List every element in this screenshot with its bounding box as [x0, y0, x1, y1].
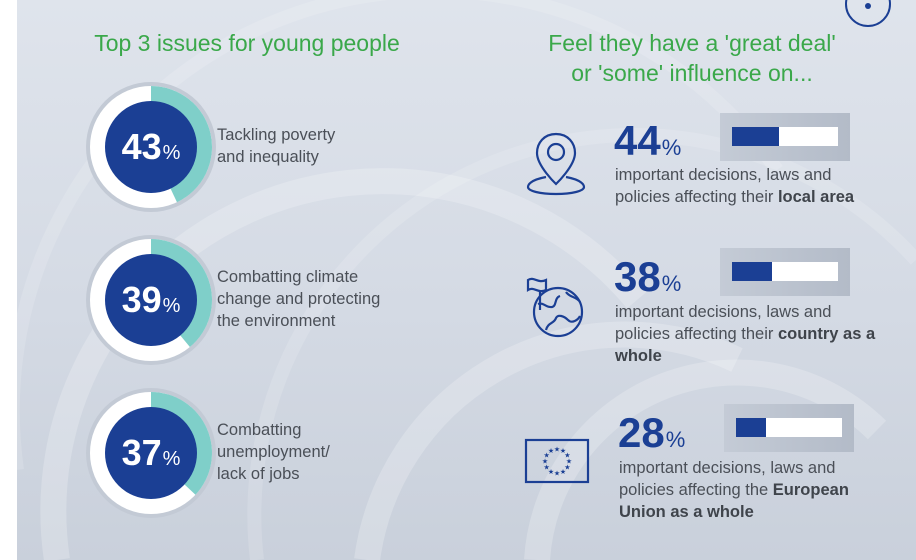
issue-percentage: 37%: [101, 423, 201, 483]
percent-sign: %: [162, 448, 181, 470]
eu-star-icon: ★: [560, 468, 566, 476]
infographic-canvas: Top 3 issues for young people Feel they …: [17, 0, 916, 560]
eu-star-icon: ★: [548, 468, 554, 476]
description-emphasis: country as a whole: [615, 325, 876, 365]
bar-track: [736, 418, 842, 437]
eu-star-icon: ★: [548, 447, 554, 455]
issue-item: 43% Tackling poverty and inequality: [61, 82, 501, 212]
eu-star-icon: ★: [566, 458, 572, 466]
description-text: important decisions, laws and policies a…: [615, 166, 832, 206]
percent-sign: %: [162, 295, 181, 317]
influence-description: important decisions, laws and policies a…: [619, 457, 889, 523]
eu-star-icon: ★: [554, 446, 560, 454]
percent-sign: %: [162, 142, 181, 164]
bar-track: [732, 127, 838, 146]
corner-logo-icon: [845, 0, 891, 27]
bar-panel: [720, 248, 850, 296]
influence-percentage: 28%: [618, 410, 685, 463]
issue-value: 37: [121, 432, 162, 473]
issue-percentage: 43%: [101, 117, 201, 177]
influence-item: 38% important decisions, laws and polici…: [522, 248, 912, 378]
issue-item: 39% Combatting climate change and protec…: [61, 235, 501, 365]
donut-center: [105, 101, 197, 193]
influence-item: ★ ★ ★ ★ ★ ★ ★ ★ ★ ★ ★ ★ 28% important decisions, la…: [522, 402, 912, 532]
issue-item: 37% Combatting unemployment/ lack of job…: [61, 388, 501, 518]
donut-chart: [86, 235, 216, 365]
issue-label: Tackling poverty and inequality: [217, 126, 336, 166]
bar-fill: [732, 262, 773, 281]
eu-star-icon: ★: [564, 452, 570, 460]
percent-sign: %: [661, 135, 682, 160]
influence-description: important decisions, laws and policies a…: [615, 164, 885, 208]
description-emphasis: European Union as a whole: [619, 481, 849, 521]
donut-chart: [86, 82, 216, 212]
percent-sign: %: [665, 427, 686, 452]
bar-fill: [736, 418, 766, 437]
donut-chart: [86, 388, 216, 518]
issues-heading: Top 3 issues for young people: [94, 30, 400, 56]
bar-panel: [724, 404, 854, 452]
eu-star-icon: ★: [554, 470, 560, 478]
issue-value: 43: [121, 126, 162, 167]
influence-percentage: 38%: [614, 254, 681, 307]
influence-value: 44: [614, 117, 661, 164]
eu-flag-icon: ★ ★★★★★★★★★★★: [524, 438, 590, 484]
influence-description: important decisions, laws and policies a…: [615, 301, 885, 367]
eu-star-icon: ★: [542, 458, 548, 466]
bar-panel: [720, 113, 850, 161]
description-text: important decisions, laws and policies a…: [619, 459, 836, 499]
globe-flag-icon: [526, 277, 584, 338]
eu-star-icon: ★: [564, 464, 570, 472]
percent-sign: %: [661, 271, 682, 296]
influence-percentage: 44%: [614, 118, 681, 171]
background-arcs: [17, 0, 916, 560]
description-emphasis: local area: [777, 188, 855, 206]
issue-percentage: 39%: [101, 270, 201, 330]
influence-heading: Feel they have a 'great deal' or 'some' …: [548, 30, 836, 86]
eu-star-icon: ★: [560, 447, 566, 455]
bar-fill: [732, 127, 779, 146]
bar-track: [732, 262, 838, 281]
issue-value: 39: [121, 279, 162, 320]
eu-star-icon: ★: [543, 464, 549, 472]
donut-center: [105, 407, 197, 499]
donut-center: [105, 254, 197, 346]
issue-label: Combatting climate change and protecting…: [217, 268, 381, 330]
influence-value: 38: [614, 253, 661, 300]
issue-label: Combatting unemployment/ lack of jobs: [217, 421, 330, 483]
eu-star-icon: ★: [543, 452, 549, 460]
description-text: important decisions, laws and policies a…: [615, 303, 832, 343]
influence-value: 28: [618, 409, 665, 456]
location-pin-icon: [526, 132, 586, 196]
influence-item: 44% important decisions, laws and polici…: [522, 108, 912, 238]
